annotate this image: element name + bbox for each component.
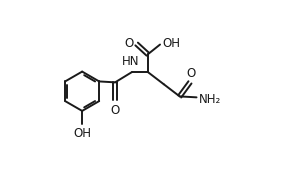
Text: HN: HN [122,55,139,68]
Text: OH: OH [162,37,180,50]
Text: NH₂: NH₂ [198,93,221,106]
Text: O: O [186,67,196,81]
Text: OH: OH [73,127,91,140]
Text: O: O [110,104,120,116]
Text: O: O [124,36,133,50]
